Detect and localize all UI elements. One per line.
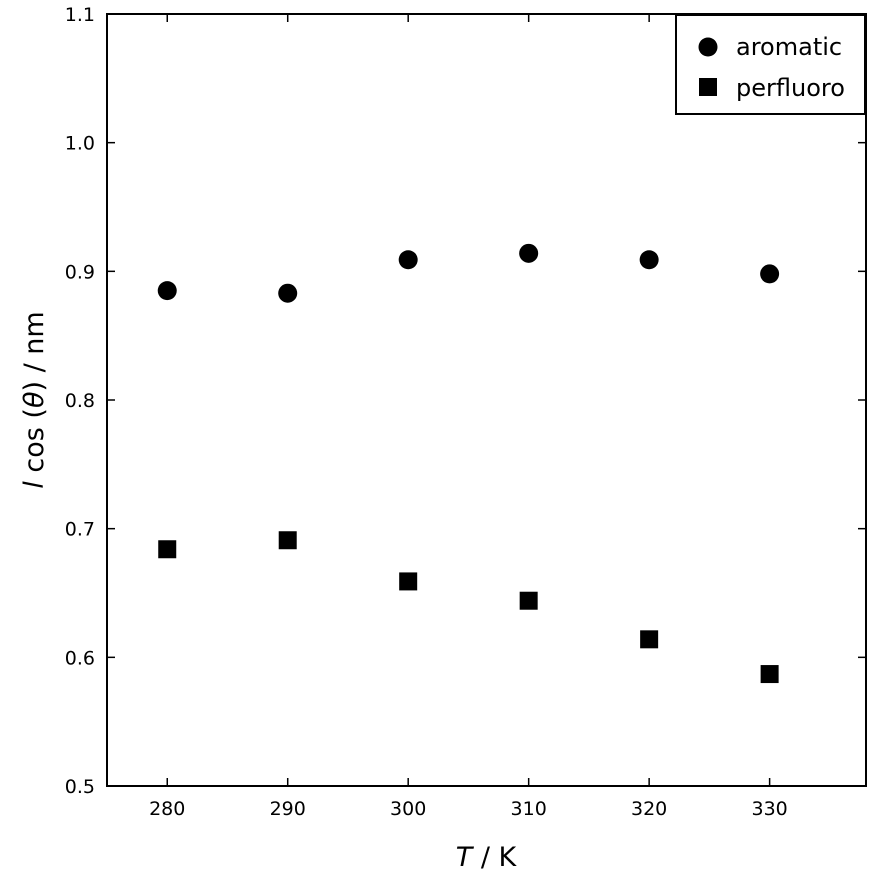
y-tick-label: 0.9 [65, 261, 95, 283]
aromatic-point [278, 283, 298, 303]
data-points [157, 243, 780, 684]
legend-label-aromatic: aromatic [736, 33, 842, 61]
x-tick-label: 290 [270, 798, 306, 820]
aromatic-point [157, 281, 177, 301]
aromatic-point [639, 250, 659, 270]
aromatic-point [398, 250, 418, 270]
x-tick-label: 280 [149, 798, 185, 820]
x-axis: 280 290 300 310 320 330 [149, 14, 788, 820]
legend-box [675, 14, 866, 115]
perfluoro-point [399, 572, 418, 591]
y-tick-label: 1.0 [65, 133, 95, 155]
x-tick-label: 330 [751, 798, 787, 820]
aromatic-point [519, 243, 539, 263]
x-tick-label: 320 [631, 798, 667, 820]
plot-frame [106, 13, 867, 787]
perfluoro-point [640, 630, 659, 649]
y-tick-label: 1.1 [65, 4, 95, 26]
legend-marker-aromatic [698, 37, 718, 57]
aromatic-point [760, 264, 780, 284]
y-tick-label: 0.8 [65, 390, 95, 412]
x-tick-label: 300 [390, 798, 426, 820]
y-tick-label: 0.5 [65, 776, 95, 798]
legend-marker-perfluoro [699, 78, 717, 96]
x-tick-label: 310 [511, 798, 547, 820]
perfluoro-point [519, 591, 538, 610]
y-tick-label: 0.6 [65, 647, 95, 669]
legend: aromatic perfluoro [675, 14, 866, 115]
legend-label-perfluoro: perfluoro [736, 74, 845, 102]
perfluoro-point [760, 665, 779, 684]
perfluoro-point [158, 540, 177, 559]
x-axis-label: T / K [456, 842, 518, 873]
perfluoro-point [278, 531, 297, 550]
y-axis-label: l cos (θ) / nm [19, 311, 50, 488]
y-tick-label: 0.7 [65, 519, 95, 541]
y-axis: 0.5 0.6 0.7 0.8 0.9 1.0 1.1 [65, 4, 866, 798]
